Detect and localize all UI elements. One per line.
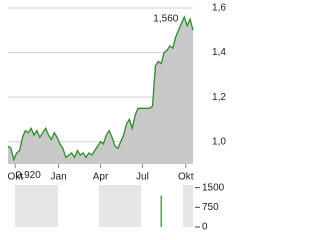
y-tick-label: 750 (202, 202, 219, 213)
x-tick-label: Okt (7, 172, 23, 183)
x-tick-label: Okt (178, 172, 194, 183)
annotation: 0,920 (16, 170, 41, 181)
band (15, 185, 58, 227)
annotation: 1,560 (153, 14, 178, 25)
y-tick-label: 1,4 (212, 47, 226, 58)
y-tick-label: 0 (202, 222, 208, 232)
price-line (7, 15, 194, 162)
volume-bands (15, 185, 193, 227)
band (183, 185, 193, 227)
y-tick-label: 1,0 (212, 136, 226, 147)
x-tick-label: Jan (51, 172, 67, 183)
volume-bar (160, 195, 162, 227)
x-tick-label: Apr (93, 172, 109, 183)
y-tick-label: 1,2 (212, 92, 226, 103)
chart: 1,0 1,2 1,4 1,6 Okt Jan Apr Jul Okt 1,560 0,920 0 75… (7, 3, 226, 232)
x-tick-label: Jul (136, 172, 149, 183)
area (8, 16, 193, 165)
band (99, 185, 141, 227)
y-tick-label: 1,6 (212, 3, 226, 14)
y-tick-label: 1500 (202, 182, 225, 193)
